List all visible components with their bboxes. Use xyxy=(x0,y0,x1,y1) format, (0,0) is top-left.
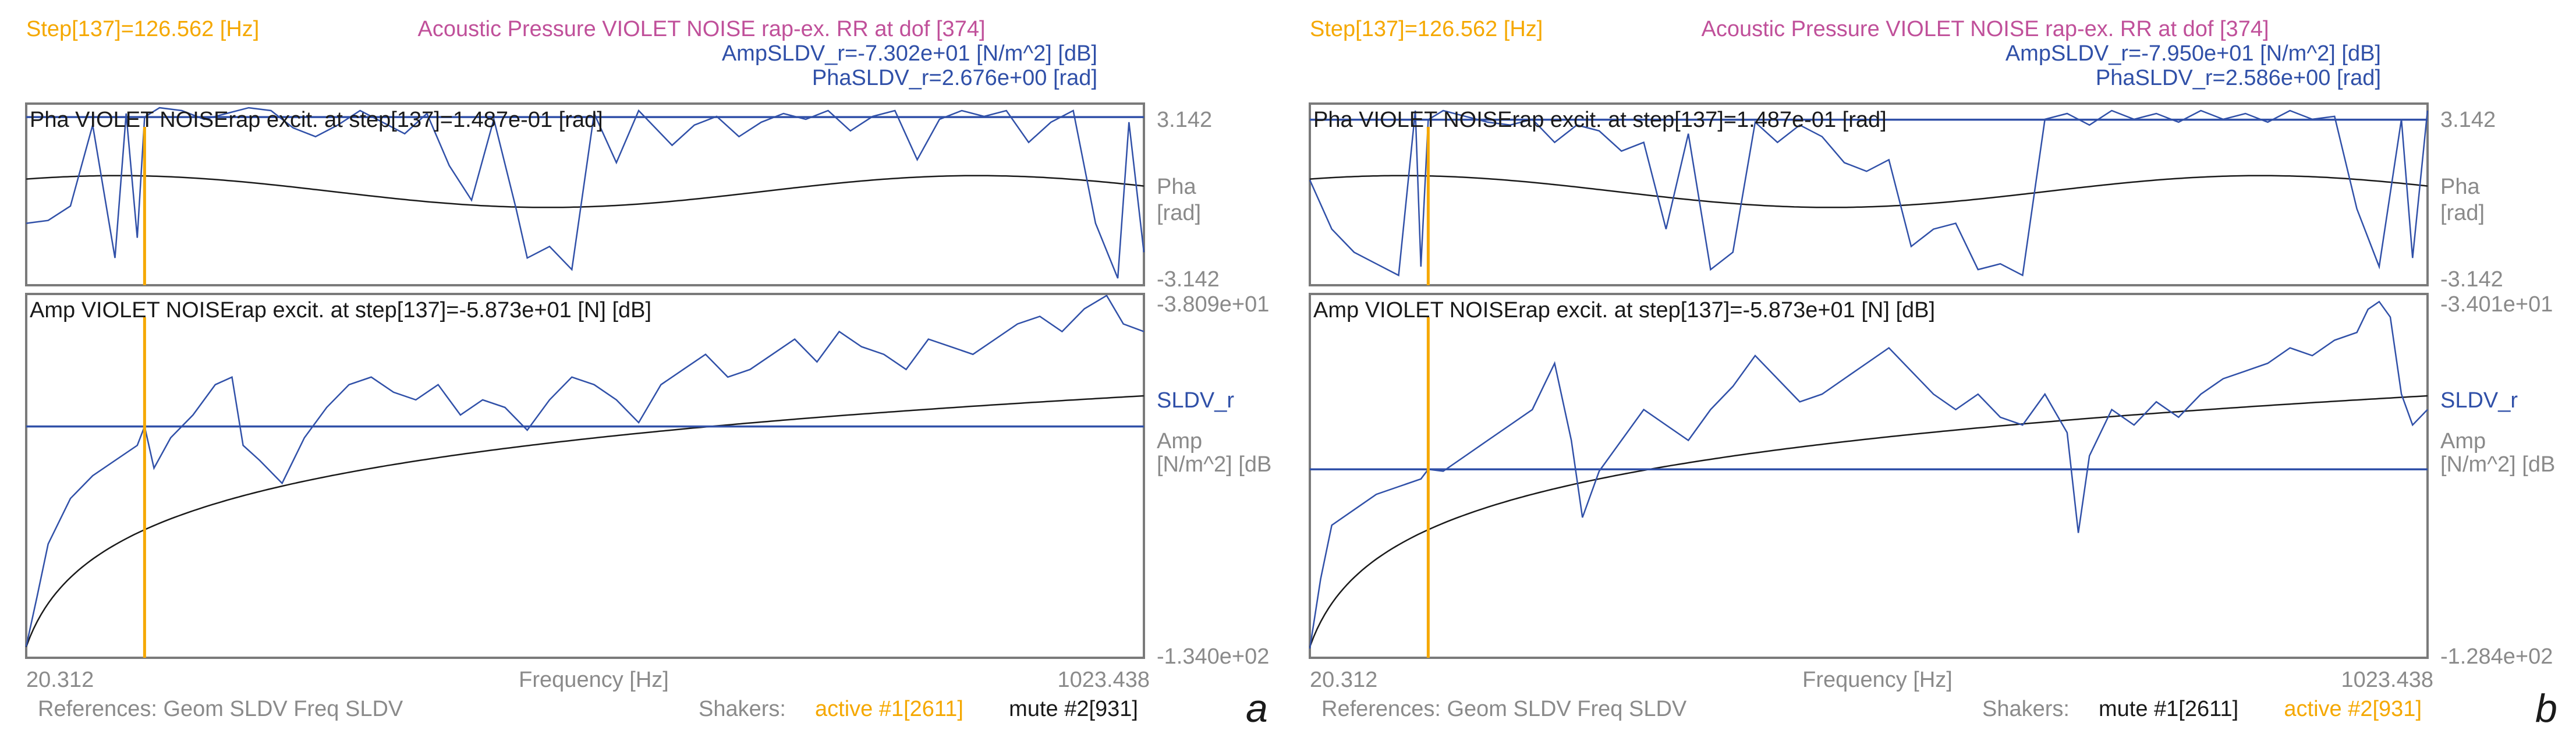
phase-ymin-label: -3.142 xyxy=(2440,267,2503,292)
amp-ylabel-2: [N/m^2] [dB xyxy=(1157,452,1271,477)
pha-readout: PhaSLDV_r=2.676e+00 [rad] xyxy=(812,66,1097,90)
x-max-label: 1023.438 xyxy=(1058,668,1150,692)
phase-ymax-label: 3.142 xyxy=(2440,108,2496,132)
phase-ymin-label: -3.142 xyxy=(1157,267,1220,292)
amp-readout: AmpSLDV_r=-7.302e+01 [N/m^2] [dB] xyxy=(722,41,1097,66)
phase-ylabel-1: Pha xyxy=(2440,175,2480,199)
phase-plot-frame xyxy=(25,102,1145,286)
shaker-1-status: mute #1[2611] xyxy=(2099,697,2238,721)
panel-letter: b xyxy=(2535,686,2557,731)
phase-ylabel-2: [rad] xyxy=(1157,201,1201,225)
step-label: Step[137]=126.562 [Hz] xyxy=(1310,17,1543,41)
amp-excitation-line xyxy=(1309,395,2428,647)
phase-excitation-line xyxy=(1309,175,2428,208)
amp-series-line xyxy=(25,294,1145,647)
amp-ymin-label: -1.340e+02 xyxy=(1157,644,1269,669)
amp-ylabel-1: Amp xyxy=(2440,429,2486,453)
x-max-label: 1023.438 xyxy=(2341,668,2434,692)
x-axis-label: Frequency [Hz] xyxy=(1802,668,1953,692)
references-text: References: Geom SLDV Freq SLDV xyxy=(38,697,403,721)
shakers-label: Shakers: xyxy=(699,697,786,721)
x-min-label: 20.312 xyxy=(26,668,94,692)
panel-a: Step[137]=126.562 [Hz] Acoustic Pressure … xyxy=(25,17,1271,731)
amp-series-label: SLDV_r xyxy=(2440,388,2518,413)
references-text: References: Geom SLDV Freq SLDV xyxy=(1321,697,1687,721)
amp-excitation-line xyxy=(25,395,1145,647)
shaker-1-status: active #1[2611] xyxy=(815,697,963,721)
shakers-label: Shakers: xyxy=(1982,697,2070,721)
phase-header: Pha VIOLET NOISErap excit. at step[137]=… xyxy=(30,108,603,132)
x-axis-label: Frequency [Hz] xyxy=(519,668,669,692)
shaker-2-status: mute #2[931] xyxy=(1009,697,1138,721)
amp-ymin-label: -1.284e+02 xyxy=(2440,644,2553,669)
amp-ylabel-2: [N/m^2] [dB xyxy=(2440,452,2555,477)
phase-header: Pha VIOLET NOISErap excit. at step[137]=… xyxy=(1313,108,1887,132)
phase-excitation-line xyxy=(26,175,1145,208)
amp-ymax-label: -3.401e+01 xyxy=(2440,292,2553,317)
amp-series-line xyxy=(1309,300,2428,649)
phase-ylabel-1: Pha xyxy=(1157,175,1196,199)
phase-series-line xyxy=(26,107,1145,279)
chart-title: Acoustic Pressure VIOLET NOISE rap-ex. R… xyxy=(417,17,985,41)
amp-plot-frame xyxy=(1309,293,2429,659)
x-min-label: 20.312 xyxy=(1310,668,1377,692)
amp-readout: AmpSLDV_r=-7.950e+01 [N/m^2] [dB] xyxy=(2005,41,2381,66)
phase-plot-frame xyxy=(1309,102,2429,286)
chart-title: Acoustic Pressure VIOLET NOISE rap-ex. R… xyxy=(1701,17,2269,41)
shaker-2-status: active #2[931] xyxy=(2284,697,2422,721)
phase-ymax-label: 3.142 xyxy=(1157,108,1212,132)
amp-ylabel-1: Amp xyxy=(1157,429,1202,453)
amp-plot-frame xyxy=(25,293,1145,659)
panel-b: Step[137]=126.562 [Hz] Acoustic Pressure … xyxy=(1309,17,2557,731)
step-label: Step[137]=126.562 [Hz] xyxy=(26,17,259,41)
amp-header: Amp VIOLET NOISErap excit. at step[137]=… xyxy=(1313,298,1935,322)
pha-readout: PhaSLDV_r=2.586e+00 [rad] xyxy=(2096,66,2381,90)
amp-ymax-label: -3.809e+01 xyxy=(1157,292,1269,317)
amp-series-label: SLDV_r xyxy=(1157,388,1234,413)
phase-series-line xyxy=(1309,109,2429,277)
amp-header: Amp VIOLET NOISErap excit. at step[137]=… xyxy=(30,298,651,322)
phase-ylabel-2: [rad] xyxy=(2440,201,2485,225)
panel-letter: a xyxy=(1246,686,1268,731)
